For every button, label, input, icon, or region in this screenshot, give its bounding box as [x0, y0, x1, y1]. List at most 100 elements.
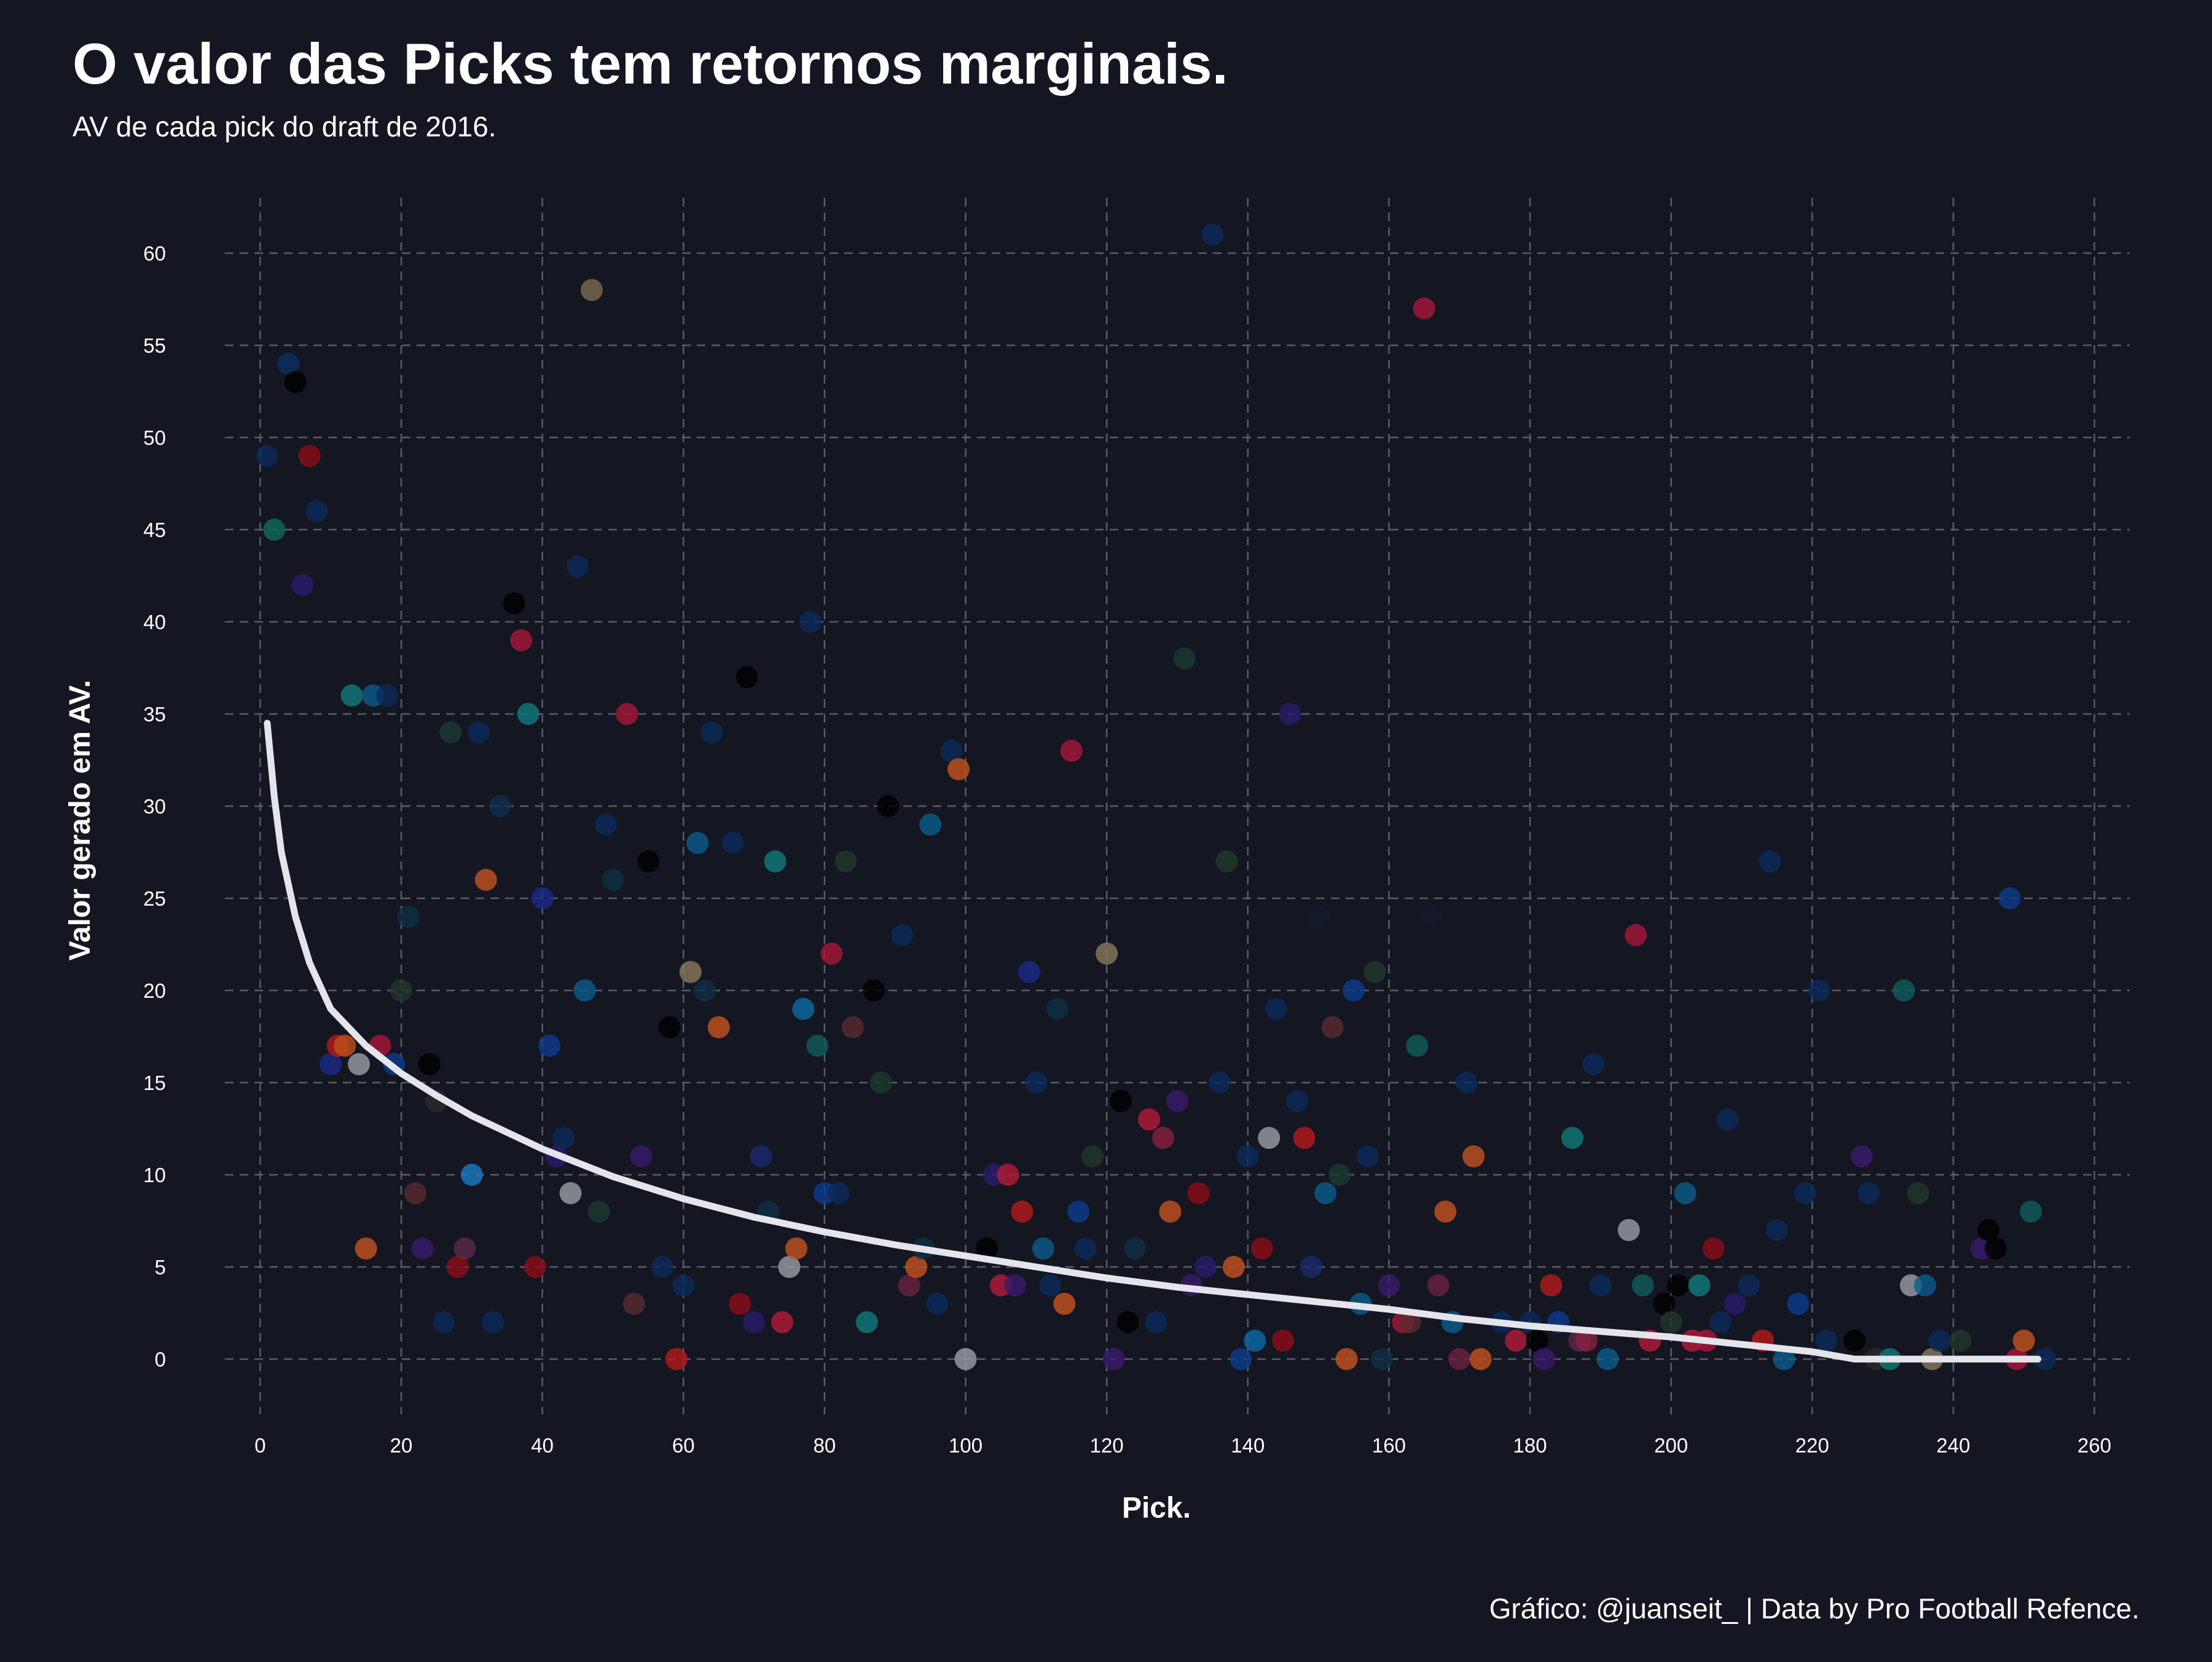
data-point [1984, 1237, 2007, 1260]
data-point [1343, 979, 1365, 1002]
data-point [721, 832, 744, 854]
data-point [1236, 1145, 1259, 1167]
data-point [1215, 850, 1238, 872]
data-point [679, 961, 702, 983]
data-point [587, 1201, 610, 1223]
data-point [693, 979, 716, 1002]
data-point [1357, 1145, 1379, 1167]
data-point [1398, 1311, 1421, 1333]
data-point [1124, 1237, 1147, 1260]
data-point [651, 1256, 673, 1278]
data-point [1709, 1311, 1732, 1333]
data-point [1328, 1164, 1351, 1186]
data-point [1081, 1145, 1104, 1167]
data-point [1455, 1072, 1478, 1094]
x-tick-label: 120 [1090, 1434, 1124, 1457]
y-tick-label: 45 [143, 519, 166, 541]
data-point [1589, 1274, 1612, 1296]
data-point [397, 906, 420, 928]
data-point [1025, 1072, 1048, 1094]
data-point [1378, 1274, 1400, 1296]
data-point [1533, 1348, 1556, 1370]
data-point [1053, 1293, 1076, 1315]
data-point [1808, 979, 1830, 1002]
data-point [1815, 1330, 1838, 1352]
data-point [806, 1035, 829, 1057]
data-point [538, 1035, 561, 1057]
data-point [1335, 1348, 1358, 1370]
trend-line [264, 719, 2042, 1363]
data-point [1434, 1201, 1457, 1223]
y-tick-label: 40 [143, 611, 166, 633]
x-tick-label: 160 [1372, 1434, 1406, 1457]
data-point [707, 1016, 730, 1038]
data-point [1469, 1348, 1492, 1370]
x-tick-label: 240 [1936, 1434, 1970, 1457]
data-point [1314, 1182, 1337, 1204]
data-point [729, 1293, 751, 1315]
data-point [672, 1274, 695, 1296]
data-point [622, 1293, 645, 1315]
data-point [1582, 1053, 1605, 1075]
data-point [905, 1256, 928, 1278]
data-point [1998, 887, 2021, 909]
y-tick-label: 25 [143, 887, 166, 910]
data-point [1794, 1182, 1816, 1204]
data-point [1258, 1127, 1281, 1149]
data-point [1272, 1330, 1295, 1352]
data-point [1110, 1090, 1132, 1112]
data-point [256, 445, 278, 467]
data-point [1427, 1274, 1449, 1296]
data-point [1208, 1072, 1231, 1094]
x-tick-label: 20 [390, 1434, 413, 1457]
data-point [439, 721, 462, 743]
data-point [778, 1256, 801, 1278]
data-point [1653, 1293, 1676, 1315]
data-point [355, 1237, 377, 1260]
data-point [1892, 979, 1915, 1002]
data-point [263, 519, 286, 541]
data-point [460, 1164, 483, 1186]
data-point [1074, 1237, 1097, 1260]
y-tick-label: 55 [143, 334, 166, 357]
data-point [1406, 1035, 1429, 1057]
data-point [1526, 1330, 1548, 1352]
data-point [1843, 1330, 1866, 1352]
data-point [1159, 1201, 1182, 1223]
data-point [1702, 1237, 1725, 1260]
data-point [1462, 1145, 1485, 1167]
data-point [1857, 1182, 1880, 1204]
data-point [1448, 1348, 1471, 1370]
data-point [340, 684, 363, 707]
data-point [841, 1016, 864, 1038]
data-point [855, 1311, 878, 1333]
data-point [1617, 1219, 1640, 1241]
data-point [1561, 1127, 1583, 1149]
data-point [630, 1145, 653, 1167]
data-point [1194, 1256, 1217, 1278]
chart-caption: Gráfico: @juanseit_ | Data by Pro Footba… [1489, 1593, 2139, 1625]
x-tick-label: 100 [949, 1434, 982, 1457]
data-point [1187, 1182, 1210, 1204]
data-point [510, 629, 533, 651]
data-point [997, 1164, 1019, 1186]
data-point [1660, 1311, 1682, 1333]
data-point [764, 850, 786, 872]
data-point [1321, 1016, 1344, 1038]
data-point [348, 1053, 371, 1075]
data-point [1575, 1330, 1598, 1352]
data-point [1667, 1274, 1690, 1296]
data-point [277, 353, 300, 375]
data-point [792, 998, 815, 1020]
data-point [298, 445, 321, 467]
data-point [616, 703, 638, 725]
data-point [891, 924, 914, 946]
data-point [919, 813, 942, 836]
data-point [1850, 1145, 1873, 1167]
data-point [446, 1256, 469, 1278]
data-point [1138, 1108, 1161, 1131]
data-point [1116, 1311, 1139, 1333]
data-point [432, 1311, 455, 1333]
data-point [453, 1237, 476, 1260]
